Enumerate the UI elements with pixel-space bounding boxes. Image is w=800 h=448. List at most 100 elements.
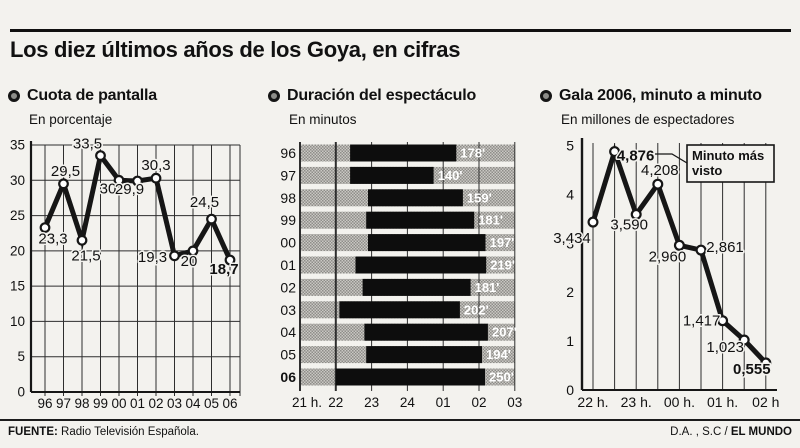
svg-text:23,3: 23,3 — [38, 231, 67, 248]
svg-text:20: 20 — [181, 253, 198, 270]
panel-title-cuota: Cuota de pantalla — [27, 87, 157, 104]
svg-text:5: 5 — [17, 349, 25, 364]
data-point — [169, 250, 180, 262]
bar-value-labels: 178' 140' 159' 181' 197' 219' 181' 202'207' 194'… — [438, 146, 517, 385]
data-point — [58, 178, 69, 190]
svg-text:15: 15 — [10, 279, 25, 294]
svg-text:visto: visto — [692, 163, 722, 178]
data-point — [652, 178, 664, 190]
bullet-icon — [8, 90, 20, 102]
svg-text:25: 25 — [10, 208, 25, 223]
data-point — [76, 234, 88, 246]
svg-text:03: 03 — [507, 395, 522, 410]
svg-text:05: 05 — [280, 347, 296, 363]
page-title: Los diez últimos años de los Goya, en ci… — [10, 37, 461, 62]
duration-bar — [368, 189, 463, 207]
svg-text:194': 194' — [486, 347, 511, 362]
svg-text:4,876: 4,876 — [617, 148, 655, 165]
data-point — [695, 244, 707, 256]
data-points — [39, 150, 236, 266]
svg-text:4,208: 4,208 — [641, 162, 679, 179]
svg-text:97: 97 — [280, 167, 296, 183]
duration-bar — [364, 323, 488, 341]
svg-text:159': 159' — [467, 190, 492, 205]
svg-text:4: 4 — [566, 186, 574, 202]
duration-bar — [366, 346, 482, 364]
source-label: FUENTE: — [8, 426, 58, 438]
duracion-bar-chart: 178' 140' 159' 181' 197' 219' 181' 202'207' 194'… — [280, 142, 522, 410]
svg-text:01: 01 — [436, 395, 451, 410]
source-text: Radio Televisión Española. — [61, 426, 199, 438]
svg-text:02: 02 — [471, 395, 486, 410]
svg-text:2,861: 2,861 — [706, 239, 744, 256]
svg-text:03: 03 — [167, 396, 182, 411]
svg-text:98: 98 — [280, 190, 296, 206]
data-points — [587, 146, 772, 369]
data-point — [760, 357, 772, 369]
authors-credit: D.A. , S.C / EL MUNDO — [670, 426, 792, 438]
svg-text:0: 0 — [566, 382, 574, 398]
svg-text:04: 04 — [280, 324, 296, 340]
svg-text:1: 1 — [566, 333, 574, 349]
svg-text:24,5: 24,5 — [190, 194, 219, 211]
svg-text:30,3: 30,3 — [141, 157, 170, 174]
duration-bar — [350, 144, 457, 162]
x-axis-labels: 21 h. 22 23 24 01 02 03 — [292, 395, 522, 410]
data-point — [224, 254, 236, 266]
row-labels: 96 97 98 99 00 01 02 03 04 05 06 — [280, 145, 296, 385]
svg-text:10: 10 — [10, 314, 25, 329]
svg-text:02: 02 — [148, 396, 163, 411]
svg-text:30: 30 — [100, 180, 117, 197]
svg-text:06: 06 — [222, 396, 237, 411]
svg-text:3: 3 — [566, 235, 574, 251]
svg-text:2: 2 — [566, 284, 574, 300]
svg-text:01: 01 — [280, 257, 296, 273]
data-point — [630, 208, 642, 220]
panel-header-gala: Gala 2006, minuto a minuto — [540, 87, 762, 105]
bullet-icon — [540, 90, 552, 102]
panel-subtitle-duracion: En minutos — [289, 112, 357, 127]
svg-text:96: 96 — [37, 396, 52, 411]
axis-tick-labels: 0 1 2 3 4 5 22 h. 23 h. 00 h. 01 h. 02 h — [566, 138, 779, 411]
svg-text:140': 140' — [438, 168, 463, 183]
data-point — [113, 174, 125, 186]
data-point — [673, 239, 685, 251]
svg-text:03: 03 — [280, 302, 296, 318]
panel-header-cuota: Cuota de pantalla — [8, 87, 157, 105]
data-point — [738, 334, 750, 346]
grid — [31, 144, 241, 396]
svg-text:02: 02 — [280, 279, 296, 295]
svg-text:02 h: 02 h — [752, 394, 779, 410]
svg-text:1,417: 1,417 — [683, 313, 721, 330]
duration-bar — [368, 234, 486, 252]
credit-brand: EL MUNDO — [730, 426, 792, 438]
svg-text:00: 00 — [111, 396, 126, 411]
data-point — [206, 213, 217, 225]
data-point — [609, 146, 621, 158]
svg-text:181': 181' — [478, 213, 503, 228]
svg-text:0: 0 — [17, 385, 25, 400]
credit-authors: D.A. , S.C / — [670, 426, 728, 438]
svg-text:0,555: 0,555 — [733, 361, 771, 378]
panel-subtitle-cuota: En porcentaje — [29, 112, 113, 127]
data-point — [717, 315, 729, 327]
svg-text:24: 24 — [400, 395, 416, 410]
data-point — [187, 245, 199, 257]
bottom-rule — [0, 419, 800, 421]
svg-text:04: 04 — [185, 396, 201, 411]
svg-text:35: 35 — [10, 138, 25, 153]
svg-text:178': 178' — [460, 146, 485, 161]
svg-text:1,023: 1,023 — [706, 339, 744, 356]
svg-text:19,3: 19,3 — [138, 249, 167, 266]
svg-text:99: 99 — [93, 396, 108, 411]
data-point — [150, 172, 162, 184]
duration-bar — [355, 256, 487, 274]
svg-text:97: 97 — [56, 396, 71, 411]
svg-text:00: 00 — [280, 235, 296, 251]
svg-text:23: 23 — [364, 395, 379, 410]
duration-bar — [350, 166, 434, 184]
